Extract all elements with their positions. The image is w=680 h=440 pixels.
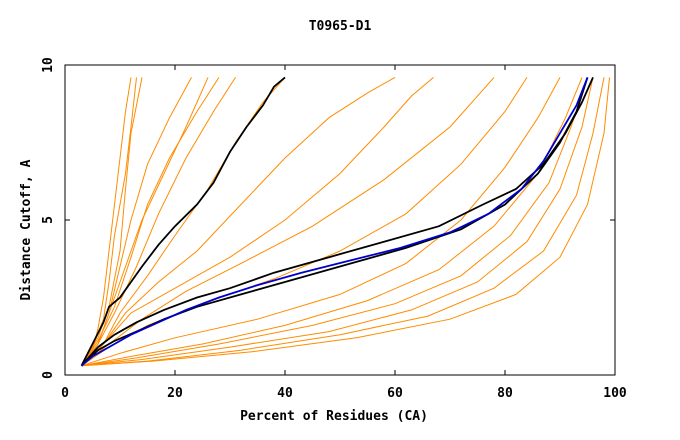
x-tick-label-3: 60 bbox=[387, 386, 403, 401]
x-tick-label-5: 100 bbox=[603, 386, 627, 401]
x-axis-label: Percent of Residues (CA) bbox=[240, 409, 428, 424]
orange-curve-6 bbox=[81, 77, 236, 367]
black-curve-20 bbox=[80, 77, 589, 367]
x-tick-label-0: 0 bbox=[61, 386, 69, 401]
ticks-layer: 0 20 40 60 80 100 0 5 10 bbox=[41, 57, 627, 401]
orange-curve-9 bbox=[81, 77, 434, 367]
y-axis-label: Distance Cutoff, A bbox=[19, 159, 34, 300]
orange-curve-17 bbox=[81, 77, 588, 367]
blue-curve-21 bbox=[80, 77, 589, 367]
orange-curve-8 bbox=[81, 76, 396, 367]
chart-title: T0965-D1 bbox=[309, 19, 372, 34]
orange-curve-4 bbox=[81, 77, 209, 367]
y-tick-label-0: 0 bbox=[41, 371, 56, 379]
x-tick-label-1: 20 bbox=[167, 386, 183, 401]
curves-layer bbox=[80, 76, 610, 367]
orange-curve-10 bbox=[81, 77, 495, 367]
y-tick-label-1: 5 bbox=[41, 216, 56, 224]
orange-curve-5 bbox=[81, 77, 220, 366]
orange-curve-7 bbox=[81, 77, 286, 367]
orange-curve-2 bbox=[81, 77, 143, 366]
x-tick-label-2: 40 bbox=[277, 386, 293, 401]
x-tick-label-4: 80 bbox=[497, 386, 513, 401]
orange-curve-1 bbox=[81, 77, 137, 366]
orange-curve-14 bbox=[81, 77, 594, 367]
orange-curve-16 bbox=[81, 77, 610, 367]
y-tick-label-2: 10 bbox=[41, 57, 56, 73]
orange-curve-0 bbox=[81, 77, 132, 366]
orange-curve-11 bbox=[81, 77, 528, 367]
black-curve-18 bbox=[80, 76, 286, 367]
orange-curve-15 bbox=[81, 77, 605, 367]
orange-curve-12 bbox=[81, 77, 561, 367]
